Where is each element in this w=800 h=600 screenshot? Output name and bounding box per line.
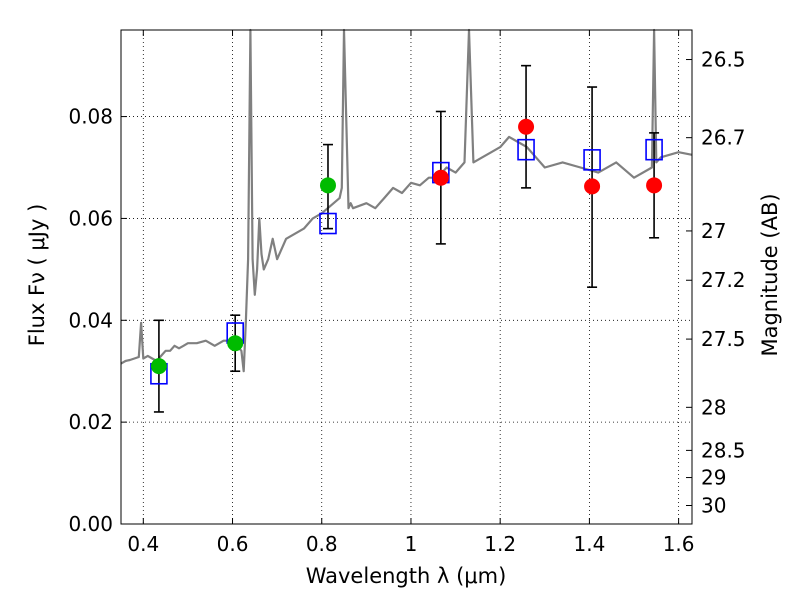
model-box [645,138,663,161]
data-point [150,358,167,375]
data-point [518,118,535,135]
axis-ticks: 0.4 0.6 0.8 1 1.2 1.4 1.6 0.00 0.02 0.04 0.06 0.08 2… [68,30,746,556]
x-tick-label: 0.6 [217,532,249,556]
spectrum-layer [120,28,693,373]
right-axis-label: Magnitude (AB) [758,193,782,356]
y-tick-label: 0.00 [68,512,113,536]
x-tick-label: 0.8 [306,532,338,556]
y-axis-label: Flux Fν ( μJy ) [25,204,49,347]
data-point [319,177,336,194]
mag-tick-label: 28 [701,395,726,419]
mag-tick-label: 27 [701,219,726,243]
x-tick-label: 1.2 [484,532,516,556]
data-point [432,169,449,186]
model-box [517,138,535,161]
mag-tick-label: 28.5 [701,438,746,462]
model-box [583,149,601,171]
spectrum-line [120,28,693,373]
mag-tick-label: 26.7 [701,126,746,150]
y-tick-label: 0.08 [68,105,113,129]
mag-tick-label: 27.5 [701,327,746,351]
mag-tick-label: 30 [701,494,726,518]
data-point [227,335,244,352]
model-box [319,212,337,235]
mag-tick-label: 27.2 [701,268,746,292]
data-points [150,118,663,375]
mag-tick-label: 26.5 [701,48,746,72]
data-point [646,177,663,194]
y-tick-label: 0.02 [68,410,113,434]
plot-frame [120,29,693,525]
x-tick-label: 0.4 [127,532,159,556]
x-tick-label: 1.6 [663,532,695,556]
y-tick-label: 0.06 [68,206,113,230]
x-axis-label: Wavelength λ (μm) [306,564,507,588]
x-tick-label: 1 [405,532,418,556]
mag-tick-label: 29 [701,466,726,490]
data-point [584,178,601,195]
y-tick-label: 0.04 [68,308,113,332]
x-tick-label: 1.4 [573,532,605,556]
